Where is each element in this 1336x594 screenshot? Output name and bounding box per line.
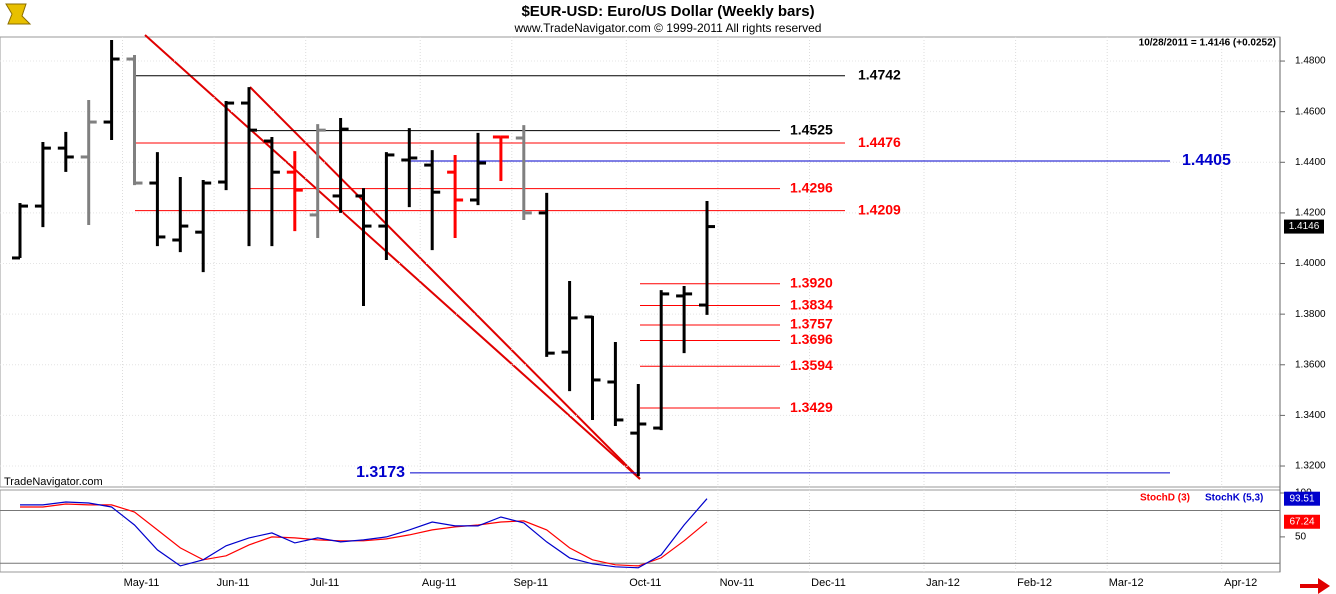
y-tick-label: 1.4800 <box>1295 56 1326 67</box>
y-tick-label: 1.3800 <box>1295 309 1326 320</box>
value-tag-label: 67.24 <box>1289 516 1314 527</box>
ohlc-bar <box>286 151 303 232</box>
ohlc-bar <box>309 124 326 238</box>
x-tick-label: Mar-12 <box>1109 577 1144 589</box>
level-label: 1.3920 <box>790 274 833 290</box>
price-tag-label: 1.4146 <box>1289 221 1320 232</box>
y-tick-label: 50 <box>1295 532 1307 543</box>
x-tick-label: Jan-12 <box>926 577 960 589</box>
ohlc-bar <box>34 142 51 228</box>
watermark: TradeNavigator.com <box>4 476 103 488</box>
level-label: 1.3429 <box>790 399 833 415</box>
level-label: 1.4525 <box>790 121 833 137</box>
level-label: 1.4742 <box>858 66 901 82</box>
level-label: 1.4476 <box>858 134 901 150</box>
ohlc-bar <box>470 132 486 206</box>
ohlc-bar <box>630 384 647 477</box>
ohlc-bar <box>424 150 441 251</box>
last-price-note: 10/28/2011 = 1.4146 (+0.0252) <box>1139 38 1276 49</box>
value-tag <box>1284 514 1320 529</box>
ohlc-bar <box>195 180 212 273</box>
ohlc-bar <box>492 135 509 182</box>
level-label: 1.3696 <box>790 331 833 347</box>
x-tick-label: May-11 <box>124 577 160 589</box>
ohlc-bar <box>584 315 601 420</box>
y-tick-label: 1.3400 <box>1295 410 1326 421</box>
ohlc-bar <box>218 101 235 191</box>
x-tick-label: Apr-12 <box>1224 577 1257 589</box>
ohlc-bar <box>172 176 189 253</box>
ohlc-bar <box>447 154 464 238</box>
level-label: 1.3594 <box>790 357 833 373</box>
x-tick-label: Jul-11 <box>310 577 339 589</box>
legend-label: StochK (5,3) <box>1205 493 1263 504</box>
ohlc-bar <box>653 290 670 431</box>
x-tick-label: Oct-11 <box>629 577 661 589</box>
ohlc-bar <box>538 192 555 357</box>
logo <box>5 3 32 25</box>
stoch-line <box>20 503 708 567</box>
y-tick-label: 1.4600 <box>1295 106 1326 117</box>
x-tick-label: Dec-11 <box>811 577 846 589</box>
legend-label: StochD (3) <box>1140 493 1190 504</box>
x-tick-label: Jun-11 <box>217 577 250 589</box>
x-tick-label: Nov-11 <box>720 577 755 589</box>
y-tick-label: 1.4200 <box>1295 208 1326 219</box>
ohlc-bar <box>355 188 372 307</box>
chart-subtitle: www.TradeNavigator.com © 1999-2011 All r… <box>514 21 822 35</box>
ohlc-bar <box>126 54 143 186</box>
level-label: 1.3757 <box>790 316 833 332</box>
ohlc-bar <box>401 128 418 208</box>
ohlc-bar <box>149 152 166 247</box>
ohlc-bar <box>57 131 74 172</box>
y-tick-label: 1.4000 <box>1295 258 1326 269</box>
ohlc-bar <box>515 125 532 220</box>
scroll-arrow[interactable] <box>1300 578 1330 594</box>
ohlc-bar <box>561 280 578 392</box>
x-tick-label: Aug-11 <box>422 577 457 589</box>
y-tick-label: 1.4400 <box>1295 157 1326 168</box>
ohlc-bar <box>12 203 28 260</box>
ohlc-bar <box>332 117 349 213</box>
ohlc-bar <box>676 286 693 354</box>
ohlc-bar <box>699 201 715 315</box>
price-tag <box>1284 219 1324 234</box>
level-label: 1.3173 <box>356 464 405 481</box>
value-tag-label: 93.51 <box>1289 493 1314 504</box>
y-tick-label: 1.3200 <box>1295 461 1326 472</box>
ohlc-bar <box>607 341 624 427</box>
level-label: 1.3834 <box>790 296 833 312</box>
ohlc-bar <box>241 87 257 247</box>
level-label: 1.4209 <box>858 201 901 217</box>
ohlc-bar <box>103 40 120 141</box>
x-tick-label: Feb-12 <box>1017 577 1052 589</box>
ohlc-bar <box>378 152 395 260</box>
ohlc-bar <box>263 136 280 247</box>
x-tick-label: Sep-11 <box>513 577 548 589</box>
stoch-line <box>20 498 708 569</box>
y-tick-label: 1.3600 <box>1295 359 1326 370</box>
level-label: 1.4296 <box>790 179 833 195</box>
level-label: 1.4405 <box>1182 152 1231 169</box>
chart-title: $EUR-USD: Euro/US Dollar (Weekly bars) <box>521 3 814 20</box>
value-tag <box>1284 491 1320 506</box>
ohlc-bar <box>80 100 97 226</box>
